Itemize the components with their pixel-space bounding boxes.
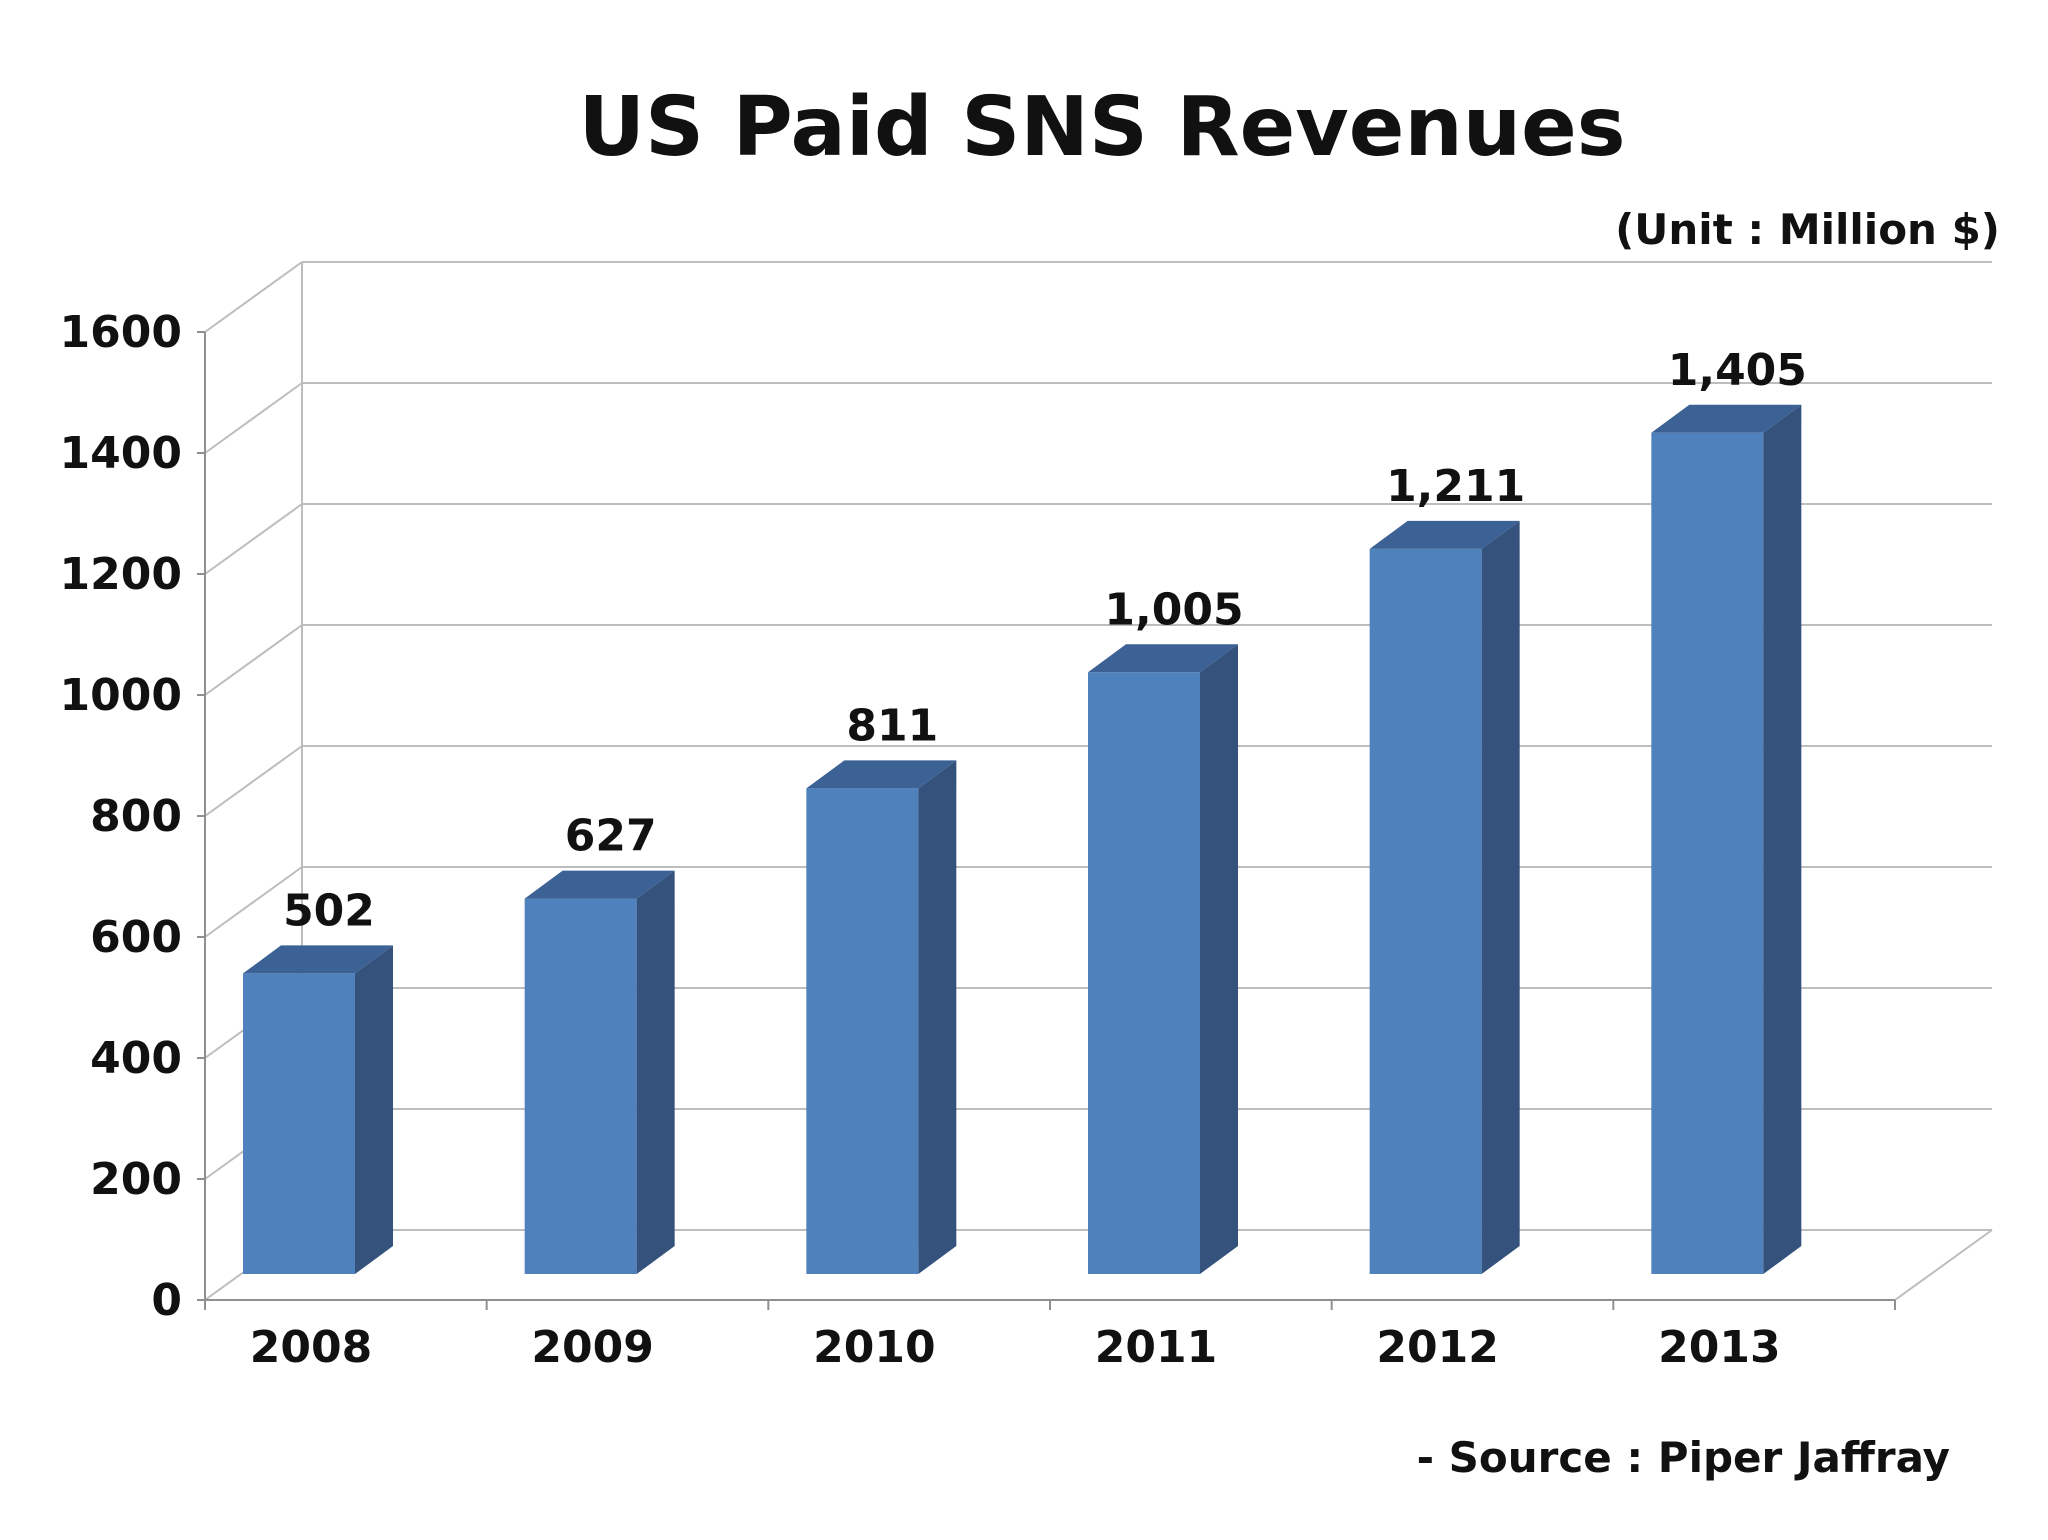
value-label-2010: 811 xyxy=(846,700,938,751)
bar-front-2012 xyxy=(1369,548,1482,1274)
bar-top-2008 xyxy=(243,945,393,974)
value-label-2008: 502 xyxy=(283,885,375,936)
y-tick-label-800: 800 xyxy=(90,791,182,842)
y-tick-label-400: 400 xyxy=(90,1033,182,1084)
bar-side-2008 xyxy=(355,945,393,1274)
wall-gridline-600 xyxy=(204,866,303,938)
chart-title: US Paid SNS Revenues xyxy=(578,80,1625,175)
value-label-2011: 1,005 xyxy=(1104,584,1243,635)
bar-front-2010 xyxy=(806,788,919,1274)
labels-layer: 502 2008 627 2009 811 2010 1,005 2011 1,211 2012 1… xyxy=(250,345,1807,1373)
unit-label: (Unit : Million $) xyxy=(1615,205,2000,254)
bar-top-2010 xyxy=(806,760,957,789)
x-tick-label-2008: 2008 xyxy=(250,1322,372,1373)
y-tick-label-0: 0 xyxy=(151,1275,182,1326)
y-tick-label-1600: 1600 xyxy=(60,307,182,358)
bar-side-2011 xyxy=(1200,644,1238,1274)
wall-gridline-1200 xyxy=(204,503,303,575)
bar-side-2012 xyxy=(1481,520,1520,1274)
bar-front-2013 xyxy=(1651,432,1764,1275)
bar-front-2009 xyxy=(524,898,637,1274)
y-tick-label-1400: 1400 xyxy=(60,428,182,479)
x-tick-label-2013: 2013 xyxy=(1658,1322,1780,1373)
value-label-2013: 1,405 xyxy=(1668,345,1807,396)
value-label-2012: 1,211 xyxy=(1386,461,1525,512)
wall-gridline-1400 xyxy=(204,382,303,454)
tick-layer: 0 200 400 600 800 1000 1200 1400 1600 xyxy=(60,307,1896,1326)
y-tick-label-200: 200 xyxy=(90,1154,182,1205)
bar-side-2013 xyxy=(1763,404,1802,1275)
bar-top-2009 xyxy=(524,870,675,899)
x-tick-label-2009: 2009 xyxy=(531,1322,653,1373)
y-tick-label-1200: 1200 xyxy=(60,549,182,600)
wall-gridline-800 xyxy=(204,745,303,817)
y-tick-label-1000: 1000 xyxy=(60,670,182,721)
floor-right-edge xyxy=(1894,1229,1993,1301)
bar-top-2012 xyxy=(1369,520,1520,549)
bar-side-2009 xyxy=(636,870,675,1274)
bars-layer xyxy=(243,404,1802,1275)
bar-side-2010 xyxy=(918,760,957,1274)
bar-front-2011 xyxy=(1088,672,1200,1274)
y-tick-label-600: 600 xyxy=(90,912,182,963)
x-tick-label-2012: 2012 xyxy=(1376,1322,1498,1373)
value-label-2009: 627 xyxy=(565,811,657,862)
source-label: - Source : Piper Jaffray xyxy=(1417,1433,1950,1482)
bar-top-2011 xyxy=(1088,644,1238,673)
x-tick-label-2010: 2010 xyxy=(813,1322,935,1373)
wall-gridline-1000 xyxy=(204,624,303,696)
wall-gridline-1600 xyxy=(204,261,303,333)
x-tick-label-2011: 2011 xyxy=(1095,1322,1217,1373)
bar-top-2013 xyxy=(1651,404,1802,433)
bar-front-2008 xyxy=(243,973,355,1274)
